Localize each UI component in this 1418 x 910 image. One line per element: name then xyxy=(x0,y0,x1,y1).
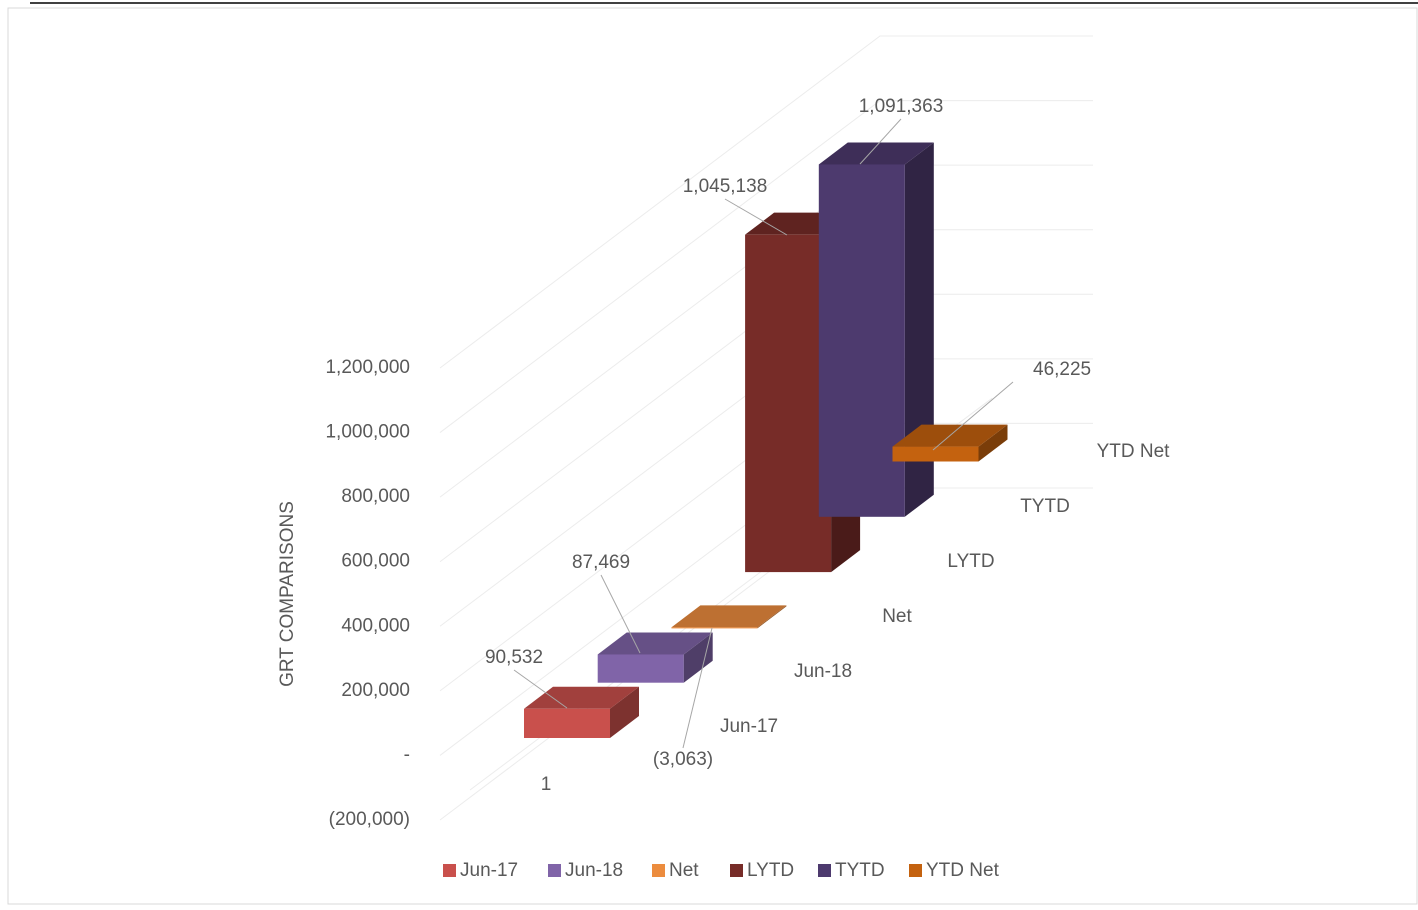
leader-line xyxy=(682,627,713,749)
leader-line xyxy=(859,118,902,165)
floor-line xyxy=(469,729,551,791)
data-label: 1,091,363 xyxy=(859,96,944,117)
y-tick-label: 400,000 xyxy=(341,615,410,636)
y-tick-label: (200,000) xyxy=(329,809,410,830)
bar-side xyxy=(757,605,787,629)
y-tick-label: 600,000 xyxy=(341,551,410,572)
bar-top xyxy=(671,605,787,628)
legend-label: TYTD xyxy=(835,860,885,881)
depth-label: Jun-18 xyxy=(794,661,852,682)
bar xyxy=(892,446,979,462)
legend-label: YTD Net xyxy=(926,860,1000,881)
leader-line xyxy=(513,669,568,709)
data-label: 87,469 xyxy=(572,552,630,573)
legend-label: Jun-18 xyxy=(565,860,623,881)
grid-line xyxy=(439,100,1093,433)
bar-top xyxy=(524,686,639,709)
legend-swatch xyxy=(652,864,665,877)
y-axis-title: GRT COMPARISONS xyxy=(277,501,298,687)
y-tick-label: 1,000,000 xyxy=(325,422,410,443)
data-label: 1,045,138 xyxy=(683,176,768,197)
y-tick-label: 800,000 xyxy=(341,486,410,507)
bar-top xyxy=(818,142,934,165)
bar-top xyxy=(597,632,713,655)
depth-label: YTD Net xyxy=(1097,441,1171,462)
legend-label: Jun-17 xyxy=(460,860,518,881)
bar xyxy=(671,627,758,629)
category-label: 1 xyxy=(541,774,552,795)
depth-label: TYTD xyxy=(1020,496,1070,517)
y-tick-label: - xyxy=(404,744,410,765)
data-label: (3,063) xyxy=(653,749,713,770)
data-label: 90,532 xyxy=(485,647,543,668)
legend-swatch xyxy=(548,864,561,877)
bar-side xyxy=(904,142,934,517)
grid-line xyxy=(439,35,1093,369)
leader-line xyxy=(724,198,788,236)
y-tick-label: 200,000 xyxy=(341,680,410,701)
depth-label: LYTD xyxy=(947,551,994,572)
bar xyxy=(745,234,832,573)
bar xyxy=(524,708,610,738)
leader-line xyxy=(932,381,1014,451)
bar-side xyxy=(978,424,1008,462)
legend-swatch xyxy=(730,864,743,877)
legend-swatch xyxy=(909,864,922,877)
chart-frame xyxy=(7,7,1418,905)
bar xyxy=(597,654,684,683)
legend-swatch xyxy=(443,864,456,877)
bar-side xyxy=(683,632,713,683)
y-tick-label: 1,200,000 xyxy=(325,357,410,378)
bar-side xyxy=(610,686,639,738)
legend-swatch xyxy=(818,864,831,877)
bar xyxy=(818,164,905,517)
legend-label: Net xyxy=(669,860,699,881)
legend-label: LYTD xyxy=(747,860,794,881)
leader-line xyxy=(600,574,641,654)
data-label: 46,225 xyxy=(1033,359,1091,380)
depth-label: Jun-17 xyxy=(720,716,778,737)
depth-label: Net xyxy=(882,606,912,627)
